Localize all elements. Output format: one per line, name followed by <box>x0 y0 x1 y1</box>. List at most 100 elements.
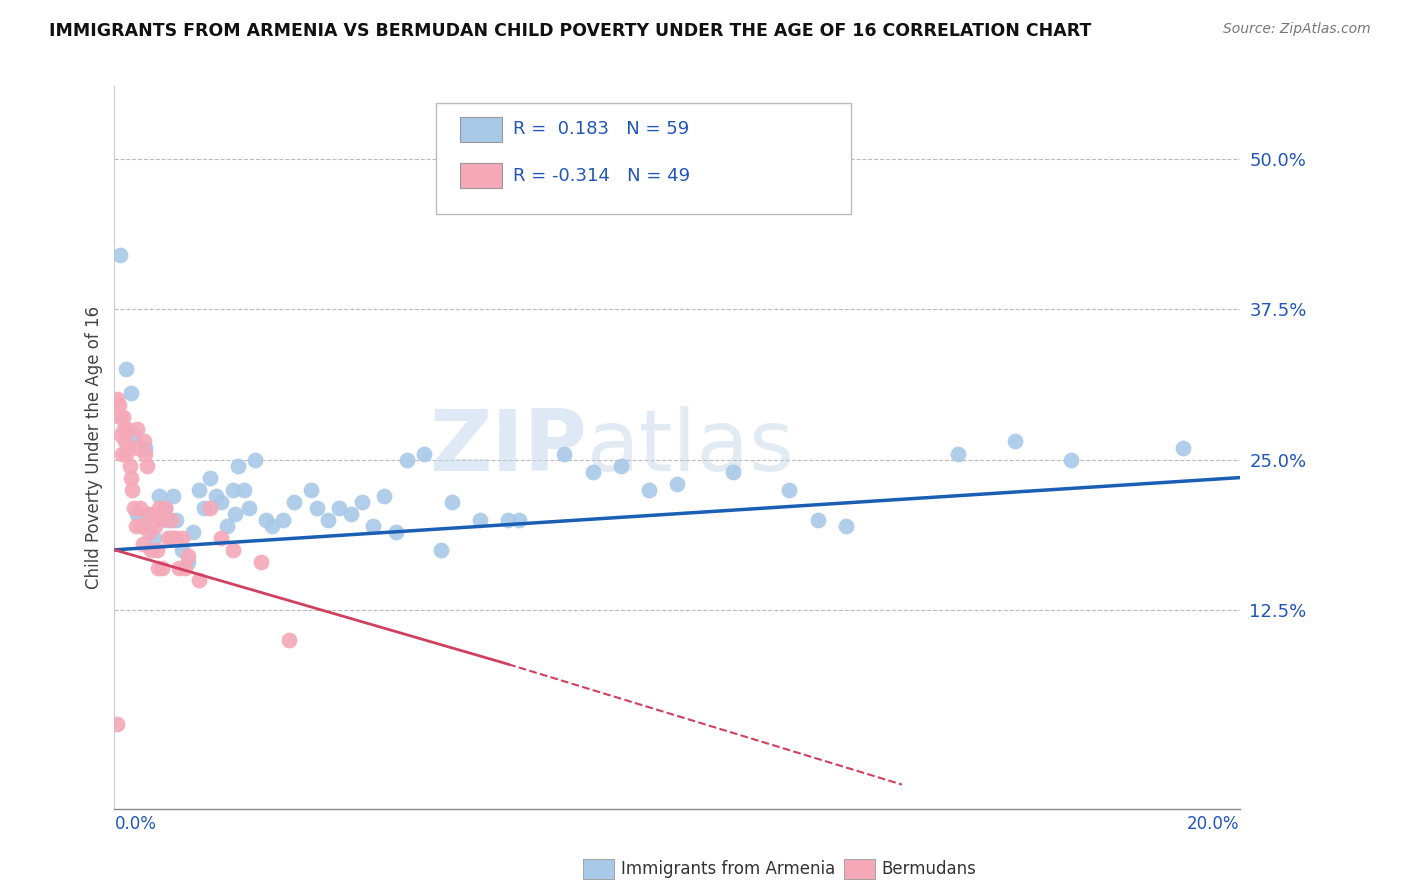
Point <box>134 441 156 455</box>
Point <box>277 633 299 648</box>
Point <box>173 561 195 575</box>
Point <box>665 476 688 491</box>
Point <box>153 500 176 515</box>
Point <box>139 542 162 557</box>
Point <box>187 573 209 587</box>
Point <box>112 422 135 436</box>
Point <box>165 513 187 527</box>
Point <box>134 446 156 460</box>
Point <box>149 513 172 527</box>
Point <box>948 446 970 460</box>
Point <box>238 500 260 515</box>
Point <box>131 518 153 533</box>
Point <box>111 410 134 425</box>
Text: R =  0.183   N = 59: R = 0.183 N = 59 <box>513 120 689 138</box>
Point <box>145 542 167 557</box>
Point <box>142 531 165 545</box>
Point <box>215 518 238 533</box>
Point <box>136 507 159 521</box>
Point <box>412 446 434 460</box>
Text: Source: ZipAtlas.com: Source: ZipAtlas.com <box>1223 22 1371 37</box>
Point <box>105 392 128 407</box>
Point <box>271 513 294 527</box>
Point <box>115 422 138 436</box>
Text: ZIP: ZIP <box>429 406 586 489</box>
Point <box>723 465 745 479</box>
Point <box>114 434 136 449</box>
Point <box>209 494 232 508</box>
Point <box>637 483 659 497</box>
Point <box>581 465 603 479</box>
Point <box>136 458 159 473</box>
Point <box>125 507 148 521</box>
Point <box>779 483 801 497</box>
Point <box>131 537 153 551</box>
Point <box>193 500 215 515</box>
Text: 0.0%: 0.0% <box>114 814 156 833</box>
Point <box>127 441 149 455</box>
Point <box>299 483 322 497</box>
Point <box>148 489 170 503</box>
Point <box>110 428 132 442</box>
Point <box>198 470 221 484</box>
Text: R = -0.314   N = 49: R = -0.314 N = 49 <box>513 167 690 185</box>
Point <box>120 458 142 473</box>
Point <box>198 500 221 515</box>
Point <box>159 531 181 545</box>
Point <box>429 542 451 557</box>
Point <box>114 362 136 376</box>
Point <box>108 398 131 412</box>
Point <box>232 483 254 497</box>
Point <box>221 542 243 557</box>
Point <box>181 524 204 539</box>
Point <box>132 434 155 449</box>
Point <box>1004 434 1026 449</box>
Point <box>254 513 277 527</box>
Point <box>226 458 249 473</box>
Point <box>108 410 131 425</box>
Point <box>243 452 266 467</box>
Point <box>807 513 830 527</box>
Point <box>143 518 166 533</box>
Point <box>131 518 153 533</box>
Point <box>440 494 463 508</box>
Point <box>221 483 243 497</box>
Point <box>283 494 305 508</box>
Point <box>125 518 148 533</box>
Point <box>305 500 328 515</box>
Text: Immigrants from Armenia: Immigrants from Armenia <box>621 860 835 878</box>
Point <box>1173 441 1195 455</box>
Point <box>316 513 339 527</box>
Point <box>260 518 283 533</box>
Point <box>105 717 128 731</box>
Point <box>150 561 173 575</box>
Point <box>1060 452 1083 467</box>
Text: atlas: atlas <box>586 406 794 489</box>
Point <box>121 483 143 497</box>
Text: IMMIGRANTS FROM ARMENIA VS BERMUDAN CHILD POVERTY UNDER THE AGE OF 16 CORRELATIO: IMMIGRANTS FROM ARMENIA VS BERMUDAN CHIL… <box>49 22 1091 40</box>
Point <box>122 428 145 442</box>
Point <box>176 555 198 569</box>
Point <box>170 542 193 557</box>
Point <box>167 561 190 575</box>
Point <box>496 513 519 527</box>
Point <box>122 500 145 515</box>
Point <box>159 513 181 527</box>
Point <box>142 507 165 521</box>
Point <box>395 452 418 467</box>
Point <box>138 524 160 539</box>
Point <box>156 513 179 527</box>
Point <box>128 500 150 515</box>
Point <box>176 549 198 563</box>
Point <box>224 507 246 521</box>
Point <box>204 489 226 503</box>
Point <box>373 489 395 503</box>
Point <box>609 458 631 473</box>
Point <box>125 422 148 436</box>
Point <box>148 500 170 515</box>
Point <box>153 500 176 515</box>
Point <box>156 531 179 545</box>
Point <box>162 489 184 503</box>
Point <box>328 500 350 515</box>
Point <box>170 531 193 545</box>
